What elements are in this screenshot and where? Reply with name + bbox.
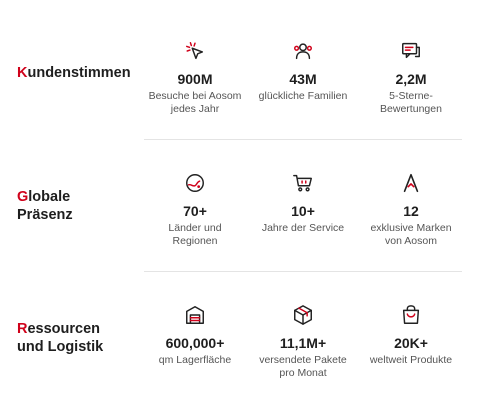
stat-description: weltweit Produkte (369, 354, 453, 366)
section-title-initial: K (17, 65, 28, 81)
stat-value: 10+ (291, 203, 315, 219)
stat-description: Länder und Regionen (168, 222, 222, 247)
shopping-bag-icon (402, 305, 420, 324)
stat-description: Besuche bei Aosom jedes Jahr (148, 90, 242, 115)
globe-icon (186, 174, 204, 192)
section-title-rest: lobale Präsenz (17, 189, 73, 223)
shopping-cart-icon (293, 174, 312, 192)
stat-description: 5-Sterne-Bewertungen (380, 90, 442, 115)
section-title: Ressourcen und Logistik (17, 320, 117, 356)
stat-families: 43M glückliche Familien (245, 40, 361, 103)
section-title-initial: G (17, 189, 29, 205)
package-icon (294, 305, 312, 325)
stat-value: 12 (403, 203, 419, 219)
review-icon (402, 42, 420, 59)
stat-value: 20K+ (394, 335, 428, 351)
stat-value: 43M (289, 71, 317, 87)
section-title: Globale Präsenz (17, 188, 97, 224)
section-divider (144, 271, 462, 272)
warehouse-icon (186, 306, 204, 324)
section-divider (144, 139, 462, 140)
cursor-click-icon (186, 42, 204, 60)
brand-a-icon (403, 173, 419, 193)
section-ressourcen-logistik: Ressourcen und Logistik 600,000+ qm Lage… (0, 272, 480, 414)
stat-value: 900M (177, 71, 213, 87)
stat-value: 70+ (183, 203, 207, 219)
stat-description: qm Lagerfläche (158, 354, 232, 366)
section-title-rest: undenstimmen (27, 65, 131, 81)
stat-description: versendete Pakete pro Monat (259, 354, 347, 379)
stat-visits: 900M Besuche bei Aosom jedes Jahr (137, 40, 253, 116)
stat-reviews: 2,2M 5-Sterne-Bewertungen (353, 40, 469, 116)
stat-countries: 70+ Länder und Regionen (137, 172, 253, 248)
stat-service-years: 10+ Jahre der Service (245, 172, 361, 235)
section-title-rest: essourcen und Logistik (17, 321, 104, 355)
section-kundenstimmen: Kundenstimmen 900M Besuche bei Aosom jed… (0, 0, 480, 140)
stat-value: 2,2M (395, 71, 427, 87)
section-globale-praesenz: Globale Präsenz 70+ Länder und Regionen … (0, 140, 480, 272)
stat-value: 600,000+ (165, 335, 225, 351)
stat-description: glückliche Familien (258, 90, 348, 102)
stat-value: 11,1M+ (279, 335, 327, 351)
section-title-initial: R (17, 321, 28, 337)
stat-warehouse: 600,000+ qm Lagerfläche (137, 304, 253, 367)
stat-description: exklusive Marken von Aosom (370, 222, 452, 247)
stat-description: Jahre der Service (261, 222, 345, 234)
stat-products: 20K+ weltweit Produkte (353, 304, 469, 367)
section-title: Kundenstimmen (17, 64, 131, 82)
family-icon (294, 43, 312, 60)
stat-packages: 11,1M+ versendete Pakete pro Monat (245, 304, 361, 380)
stat-brands: 12 exklusive Marken von Aosom (353, 172, 469, 248)
